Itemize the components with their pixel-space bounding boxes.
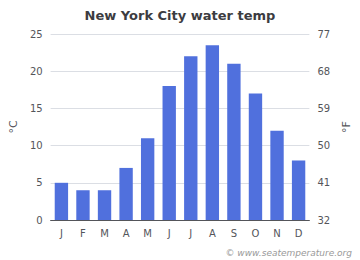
- svg-text:New York City water temp: New York City water temp: [85, 8, 276, 23]
- svg-text:41: 41: [317, 177, 330, 188]
- svg-text:0: 0: [36, 215, 42, 226]
- svg-text:A: A: [209, 228, 216, 239]
- svg-text:N: N: [273, 228, 280, 239]
- svg-text:D: D: [295, 228, 303, 239]
- svg-text:68: 68: [317, 66, 330, 77]
- svg-text:25: 25: [30, 29, 43, 40]
- svg-text:°F: °F: [340, 121, 353, 133]
- svg-text:A: A: [123, 228, 130, 239]
- svg-text:M: M: [143, 228, 152, 239]
- svg-text:M: M: [100, 228, 109, 239]
- svg-text:J: J: [188, 228, 192, 239]
- svg-text:10: 10: [30, 140, 43, 151]
- svg-text:20: 20: [30, 66, 43, 77]
- svg-text:5: 5: [36, 177, 42, 188]
- svg-text:F: F: [80, 228, 86, 239]
- svg-text:J: J: [167, 228, 171, 239]
- svg-text:15: 15: [30, 103, 43, 114]
- svg-text:32: 32: [317, 215, 330, 226]
- svg-text:50: 50: [317, 140, 330, 151]
- svg-text:O: O: [252, 228, 260, 239]
- svg-text:S: S: [231, 228, 237, 239]
- svg-text:J: J: [59, 228, 63, 239]
- svg-text:°C: °C: [7, 120, 20, 134]
- svg-text:59: 59: [317, 103, 330, 114]
- svg-text:© www.seatemperature.org: © www.seatemperature.org: [225, 248, 352, 258]
- svg-text:77: 77: [317, 29, 330, 40]
